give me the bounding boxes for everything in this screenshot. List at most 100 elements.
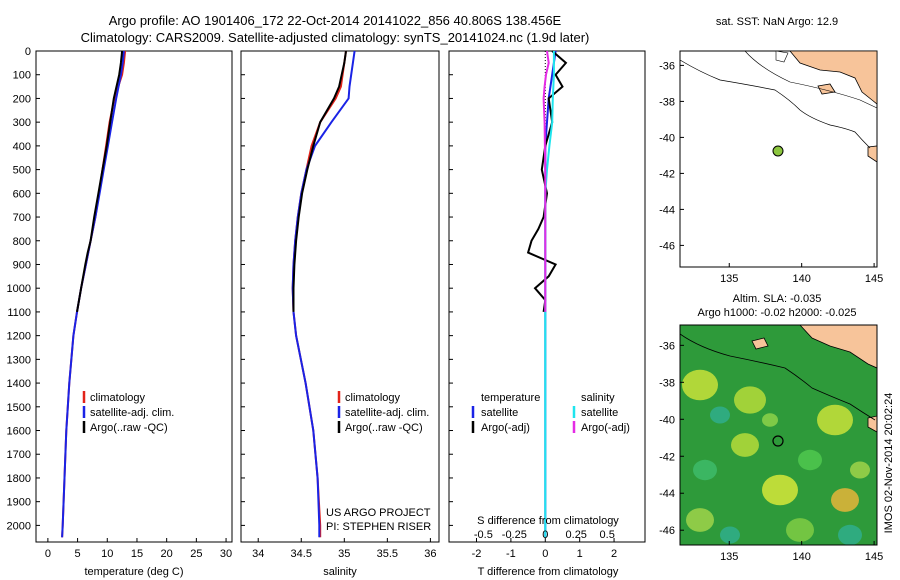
depth-tick-label: 1900 bbox=[7, 497, 31, 509]
diff-xtick-label: -2 bbox=[472, 548, 482, 560]
sal-panel-frame bbox=[240, 50, 440, 543]
diff-legend-temp-title: temperature bbox=[481, 392, 540, 404]
map1-land bbox=[748, 50, 878, 163]
temp-xtick-label: 0 bbox=[45, 548, 51, 560]
sal-series-line bbox=[292, 50, 347, 312]
temp-xtick-label: 10 bbox=[101, 548, 113, 560]
diff-plot-area: -2 -1 0 1 2 -0.5 -0.25 0 0.25 0.5 bbox=[472, 50, 617, 560]
map-ytick-label: -46 bbox=[659, 240, 675, 252]
map-xtick-label: 145 bbox=[865, 551, 883, 563]
depth-tick-label: 2000 bbox=[7, 520, 31, 532]
map1-argo-location-marker bbox=[772, 145, 784, 157]
sal-xlabel: salinity bbox=[323, 566, 357, 578]
depth-tick-label: 1200 bbox=[7, 331, 31, 343]
title-line-1: Argo profile: AO 1901406_172 22-Oct-2014… bbox=[109, 13, 562, 28]
sal-legend: climatology satellite-adj. clim. Argo(..… bbox=[337, 391, 429, 434]
depth-tick-label: 1500 bbox=[7, 402, 31, 414]
imos-timestamp-label: IMOS 02-Nov-2014 20:02:24 bbox=[883, 393, 895, 534]
map-ytick-label: -44 bbox=[659, 204, 675, 216]
sla-anomaly-patch bbox=[731, 433, 759, 457]
depth-tick-label: 400 bbox=[13, 141, 31, 153]
sla-anomaly-patch bbox=[682, 369, 718, 401]
sla-anomaly-patch bbox=[838, 524, 862, 545]
sal-xtick-label: 34 bbox=[252, 548, 264, 560]
temp-xlabel: temperature (deg C) bbox=[84, 566, 183, 578]
sla-anomaly-patch bbox=[710, 406, 730, 424]
sla-anomaly-patch bbox=[720, 526, 740, 544]
map2-axes: -36 -38 -40 -42 -44 -46 135 140 145 bbox=[659, 340, 883, 563]
diff-legend-temp-satellite: satellite bbox=[481, 407, 518, 419]
temp-legend: climatology satellite-adj. clim. Argo(..… bbox=[82, 391, 174, 434]
temp-xtick-label: 5 bbox=[75, 548, 81, 560]
sla-anomaly-patch bbox=[817, 404, 853, 436]
map-ytick-label: -38 bbox=[659, 377, 675, 389]
map-xtick-label: 140 bbox=[792, 273, 810, 285]
diff-toplabel: S difference from climatology bbox=[477, 515, 619, 527]
depth-tick-label: 0 bbox=[25, 46, 31, 58]
diff-legend-sal-satellite: satellite bbox=[581, 407, 618, 419]
sal-xtick-label: 36 bbox=[424, 548, 436, 560]
depth-tick-label: 1600 bbox=[7, 426, 31, 438]
map1-title: sat. SST: NaN Argo: 12.9 bbox=[716, 16, 838, 28]
depth-tick-label: 600 bbox=[13, 188, 31, 200]
temp-xtick-label: 15 bbox=[131, 548, 143, 560]
diff-xtick-label: 0 bbox=[542, 548, 548, 560]
sla-anomaly-patch bbox=[786, 518, 814, 542]
sal-legend-argo: Argo(..raw -QC) bbox=[345, 422, 423, 434]
map-ytick-label: -40 bbox=[659, 414, 675, 426]
map2-title-2: Argo h1000: -0.02 h2000: -0.025 bbox=[697, 307, 856, 319]
diff-xtick-label: 1 bbox=[577, 548, 583, 560]
diff-top-tick-label: 0.25 bbox=[566, 529, 587, 541]
temp-xtick-label: 30 bbox=[220, 548, 232, 560]
sla-anomaly-patch bbox=[734, 386, 766, 414]
sal-plot-area: 34 34.5 35 35.5 36 bbox=[252, 50, 437, 560]
map1-frame bbox=[679, 50, 878, 268]
diff-series-line bbox=[542, 50, 550, 312]
map2-argo-location-marker bbox=[772, 435, 784, 447]
map-ytick-label: -42 bbox=[659, 168, 675, 180]
diff-top-tick-label: -0.25 bbox=[502, 529, 527, 541]
diff-xtick-label: -1 bbox=[506, 548, 516, 560]
sla-anomaly-patch bbox=[762, 474, 798, 506]
depth-tick-label: 1800 bbox=[7, 473, 31, 485]
depth-tick-label: 1100 bbox=[7, 307, 31, 319]
sla-anomaly-patch bbox=[686, 508, 714, 532]
depth-tick-label: 800 bbox=[13, 236, 31, 248]
depth-tick-label: 1300 bbox=[7, 354, 31, 366]
depth-tick-label: 200 bbox=[13, 93, 31, 105]
map-ytick-label: -36 bbox=[659, 60, 675, 72]
sal-legend-climatology: climatology bbox=[345, 392, 401, 404]
sla-anomaly-patch bbox=[798, 449, 822, 471]
depth-tick-label: 1700 bbox=[7, 449, 31, 461]
diff-top-tick-label: 0.5 bbox=[600, 529, 615, 541]
map-xtick-label: 145 bbox=[865, 273, 883, 285]
map-ytick-label: -42 bbox=[659, 451, 675, 463]
diff-legend-sal-argo: Argo(-adj) bbox=[581, 422, 630, 434]
diff-legend: temperature satellite Argo(-adj) salinit… bbox=[471, 392, 630, 434]
sal-xtick-label: 35.5 bbox=[377, 548, 398, 560]
sla-anomaly-patch bbox=[762, 413, 778, 427]
temp-series-line bbox=[76, 50, 124, 313]
diff-legend-sal-title: salinity bbox=[581, 392, 615, 404]
map2-frame bbox=[679, 324, 878, 546]
map-ytick-label: -40 bbox=[659, 132, 675, 144]
map2-sla-field bbox=[680, 325, 877, 545]
temp-panel-frame bbox=[35, 50, 233, 543]
diff-legend-temp-argo: Argo(-adj) bbox=[481, 422, 530, 434]
map-ytick-label: -38 bbox=[659, 96, 675, 108]
temp-legend-argo: Argo(..raw -QC) bbox=[90, 422, 168, 434]
depth-tick-label: 1400 bbox=[7, 378, 31, 390]
map1-bathymetry-contour bbox=[679, 59, 871, 149]
sal-legend-satellite: satellite-adj. clim. bbox=[345, 407, 429, 419]
sal-credit-1: US ARGO PROJECT bbox=[326, 507, 431, 519]
sal-credit-2: PI: STEPHEN RISER bbox=[326, 521, 431, 533]
depth-tick-label: 1000 bbox=[7, 283, 31, 295]
diff-xlabel: T difference from climatology bbox=[478, 566, 619, 578]
depth-axis: 0 100 200 300 400 500 600 700 800 900 1000 1100 1200… bbox=[7, 46, 453, 532]
sla-anomaly-patch bbox=[693, 459, 717, 481]
depth-tick-label: 700 bbox=[13, 212, 31, 224]
temp-legend-climatology: climatology bbox=[90, 392, 146, 404]
depth-tick-label: 100 bbox=[13, 70, 31, 82]
depth-tick-label: 900 bbox=[13, 259, 31, 271]
map2-title-1: Altim. SLA: -0.035 bbox=[733, 293, 822, 305]
